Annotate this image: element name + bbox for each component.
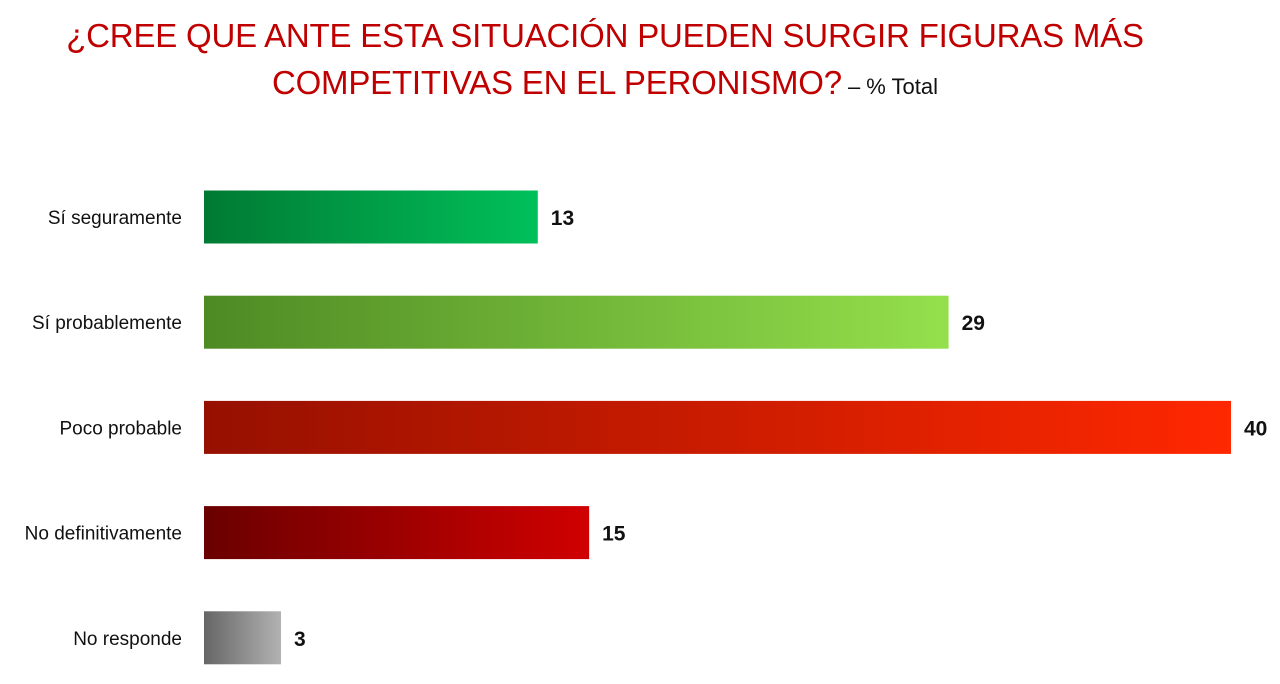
value-label-no-definitivamente: 15 bbox=[602, 523, 626, 546]
value-label-no-responde: 3 bbox=[294, 628, 306, 651]
chart-title: ¿CREE QUE ANTE ESTA SITUACIÓN PUEDEN SUR… bbox=[0, 12, 1210, 110]
bars-group: Sí seguramente 13 Sí probablemente 29 Poco p… bbox=[25, 190, 1267, 665]
bar-si-seguramente bbox=[204, 190, 538, 244]
category-label-si-probablemente: Sí probablemente bbox=[32, 313, 182, 334]
chart-title-line-1: ¿CREE QUE ANTE ESTA SITUACIÓN PUEDEN SUR… bbox=[66, 17, 1144, 54]
bar-no-responde bbox=[204, 611, 282, 665]
chart-title-line-2-wrapper: COMPETITIVAS EN EL PERONISMO? – % Total bbox=[0, 59, 1210, 110]
value-label-si-probablemente: 29 bbox=[962, 312, 985, 335]
bar-no-definitivamente bbox=[204, 506, 590, 560]
value-label-si-seguramente: 13 bbox=[551, 207, 574, 230]
category-label-no-definitivamente: No definitivamente bbox=[25, 524, 182, 545]
category-label-poco-probable: Poco probable bbox=[59, 418, 182, 439]
bar-poco-probable bbox=[204, 400, 1231, 454]
category-label-si-seguramente: Sí seguramente bbox=[48, 208, 182, 229]
chart-title-line-2: COMPETITIVAS EN EL PERONISMO? bbox=[271, 64, 842, 101]
bar-si-probablemente bbox=[204, 295, 949, 349]
category-label-no-responde: No responde bbox=[73, 629, 182, 650]
value-label-poco-probable: 40 bbox=[1244, 417, 1267, 440]
chart-subtitle: – % Total bbox=[847, 74, 939, 99]
